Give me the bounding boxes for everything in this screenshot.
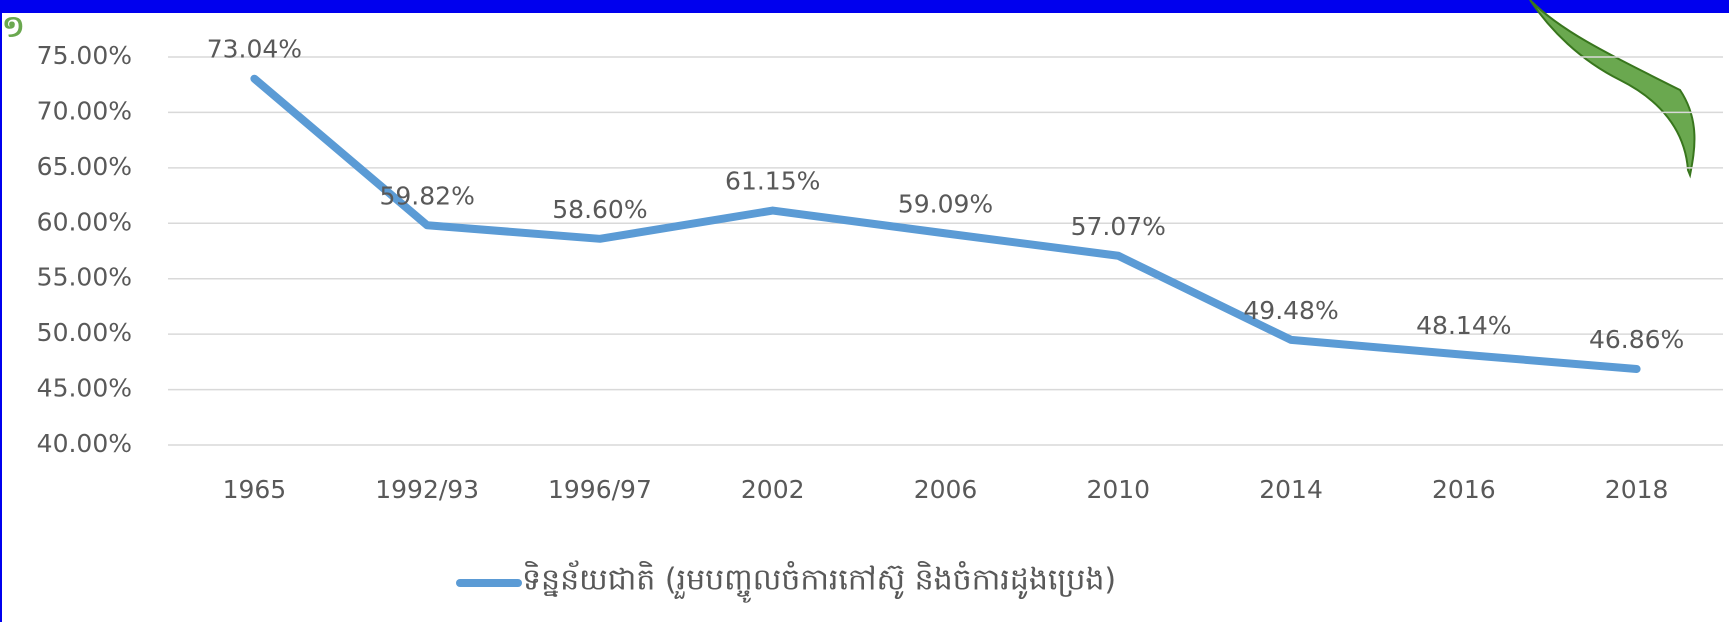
data-label: 73.04%	[207, 35, 302, 64]
page: {"slide_number": "១", "chart_data": {"ty…	[0, 0, 1729, 622]
y-tick-label: 70.00%	[37, 96, 132, 125]
data-label: 61.15%	[725, 167, 820, 196]
x-tick-label: 1992/93	[375, 475, 479, 504]
y-tick-label: 65.00%	[37, 152, 132, 181]
y-tick-label: 75.00%	[37, 41, 132, 70]
y-tick-label: 60.00%	[37, 207, 132, 236]
chart: ១ 40.00% 45.00% 50.00% 55.00% 60.00% 65.00% 70…	[0, 0, 1729, 622]
x-tick-label: 1965	[223, 475, 287, 504]
x-tick-label: 2010	[1086, 475, 1150, 504]
y-tick-label: 50.00%	[37, 318, 132, 347]
data-label: 59.82%	[380, 181, 475, 210]
y-tick-label: 45.00%	[37, 374, 132, 403]
slide-number: ១	[2, 10, 25, 45]
x-tick-label: 2014	[1259, 475, 1323, 504]
x-tick-label: 2016	[1432, 475, 1496, 504]
x-tick-label: 2018	[1605, 475, 1669, 504]
data-label: 46.86%	[1589, 325, 1684, 354]
x-tick-label: 2002	[741, 475, 805, 504]
top-bar	[0, 0, 1729, 13]
x-tick-label: 1996/97	[548, 475, 652, 504]
y-tick-label: 55.00%	[37, 263, 132, 292]
data-label: 58.60%	[552, 195, 647, 224]
data-label: 59.09%	[898, 189, 993, 218]
data-label: 49.48%	[1243, 296, 1338, 325]
x-tick-label: 2006	[914, 475, 978, 504]
data-label: 57.07%	[1071, 212, 1166, 241]
leaf-decoration	[1530, 0, 1694, 175]
legend-label: ទិន្នន័យជាតិ (រួមបញ្ចូលចំការកៅស៊ូ និងចំក…	[522, 560, 1116, 604]
y-tick-label: 40.00%	[37, 429, 132, 458]
left-border	[0, 0, 2, 622]
data-label: 48.14%	[1416, 311, 1511, 340]
